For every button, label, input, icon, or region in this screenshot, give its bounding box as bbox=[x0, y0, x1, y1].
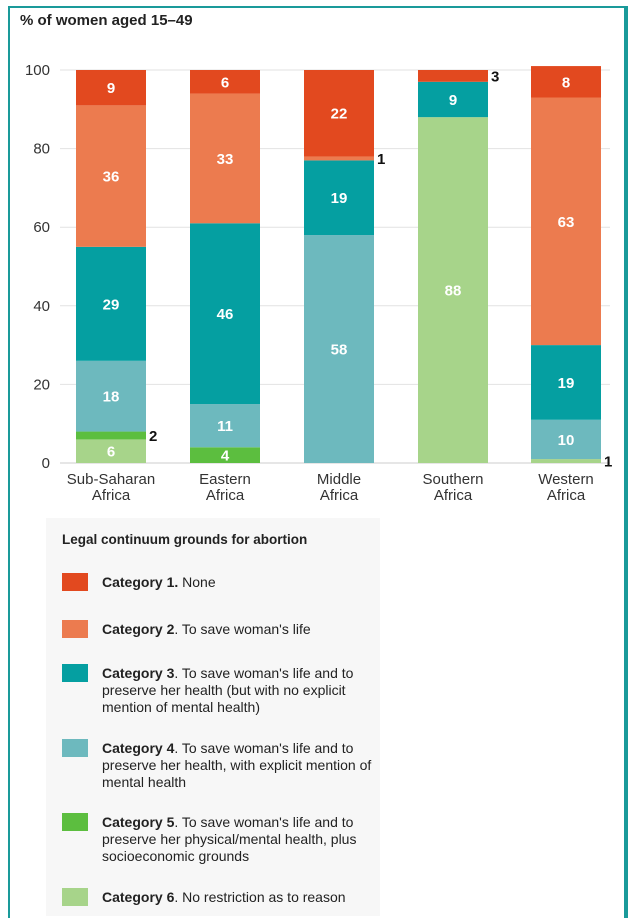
legend-item-name: Category 5 bbox=[102, 814, 175, 830]
data-label: 8 bbox=[562, 74, 570, 91]
data-label: 2 bbox=[149, 428, 157, 445]
data-label: 19 bbox=[331, 190, 348, 207]
data-label: 6 bbox=[107, 444, 115, 461]
y-tick-label: 100 bbox=[25, 62, 50, 79]
bar-segment bbox=[531, 66, 601, 98]
data-label: 33 bbox=[217, 151, 234, 168]
legend-swatch bbox=[62, 620, 88, 638]
legend-item-desc: . To save woman's life bbox=[174, 621, 311, 637]
y-tick-label: 60 bbox=[33, 219, 50, 236]
bar-segment bbox=[190, 70, 260, 94]
y-tick-label: 80 bbox=[33, 141, 50, 158]
data-label: 3 bbox=[491, 68, 499, 85]
data-label: 11 bbox=[217, 418, 233, 435]
x-tick-label: Africa bbox=[547, 487, 586, 504]
legend-item-name: Category 4 bbox=[102, 740, 175, 756]
legend-item-name: Category 1. bbox=[102, 574, 179, 590]
legend-item-desc: None bbox=[178, 574, 216, 590]
legend-item-name: Category 2 bbox=[102, 621, 175, 637]
bar-segment bbox=[304, 70, 374, 157]
legend-item-desc: . To save woman's life and to preserve h… bbox=[102, 665, 354, 715]
bar-segment bbox=[304, 235, 374, 463]
data-label: 88 bbox=[445, 283, 462, 300]
bar-segment bbox=[190, 223, 260, 405]
legend-item-name: Category 6 bbox=[102, 889, 175, 905]
data-label: 58 bbox=[331, 342, 348, 359]
bar-segment bbox=[304, 156, 374, 161]
x-tick-label: Africa bbox=[434, 487, 473, 504]
data-label: 22 bbox=[331, 106, 348, 123]
stacked-bar-chart: 020406080100621829369Sub-SaharanAfrica41… bbox=[25, 62, 612, 504]
data-label: 29 bbox=[103, 296, 120, 313]
bar-segment bbox=[418, 117, 488, 463]
bar-segment bbox=[190, 447, 260, 463]
bar-segment bbox=[531, 419, 601, 460]
legend-item-name: Category 3 bbox=[102, 665, 175, 681]
x-tick-label: Africa bbox=[320, 487, 359, 504]
legend-swatch bbox=[62, 888, 88, 906]
y-tick-label: 40 bbox=[33, 298, 50, 315]
y-tick-label: 0 bbox=[42, 455, 50, 472]
legend-swatch bbox=[62, 813, 88, 831]
data-label: 6 bbox=[221, 74, 229, 91]
data-label: 36 bbox=[103, 169, 120, 186]
bar-segment bbox=[418, 70, 488, 82]
y-tick-label: 20 bbox=[33, 376, 50, 393]
data-label: 1 bbox=[377, 151, 385, 168]
bar-segment bbox=[76, 105, 146, 247]
y-axis-title: % of women aged 15–49 bbox=[20, 12, 193, 29]
data-label: 4 bbox=[221, 448, 230, 465]
data-label: 19 bbox=[558, 375, 575, 392]
bar-segment bbox=[76, 439, 146, 463]
data-label: 63 bbox=[558, 214, 575, 231]
legend-swatch bbox=[62, 739, 88, 757]
bar-segment bbox=[190, 93, 260, 224]
data-label: 46 bbox=[217, 306, 234, 323]
bar-segment bbox=[190, 404, 260, 448]
data-label: 9 bbox=[449, 92, 457, 109]
data-label: 1 bbox=[604, 454, 612, 471]
legend: Legal continuum grounds for abortion Cat… bbox=[46, 518, 380, 916]
bar-segment bbox=[76, 360, 146, 432]
bar-segment bbox=[418, 81, 488, 118]
bar-segment bbox=[304, 160, 374, 236]
bar-segment bbox=[531, 345, 601, 420]
legend-item-desc: . To save woman's life and to preserve h… bbox=[102, 814, 357, 864]
bar-segment bbox=[76, 246, 146, 361]
legend-title: Legal continuum grounds for abortion bbox=[62, 532, 308, 547]
x-tick-label: Africa bbox=[206, 487, 245, 504]
bar-segment bbox=[531, 459, 601, 463]
legend-item-desc: . No restriction as to reason bbox=[174, 889, 346, 905]
bar-segment bbox=[531, 97, 601, 346]
data-label: 10 bbox=[558, 432, 575, 449]
x-tick-label: Southern bbox=[423, 471, 484, 488]
figure-frame bbox=[8, 6, 628, 918]
x-tick-label: Middle bbox=[317, 471, 361, 488]
legend-item-desc: . To save woman's life and to preserve h… bbox=[102, 740, 372, 790]
bar-segment bbox=[76, 70, 146, 106]
legend-swatch bbox=[62, 664, 88, 682]
x-tick-label: Sub-Saharan bbox=[67, 471, 155, 488]
x-tick-label: Eastern bbox=[199, 471, 251, 488]
x-tick-label: Africa bbox=[92, 487, 131, 504]
data-label: 18 bbox=[103, 389, 120, 406]
bar-segment bbox=[76, 431, 146, 440]
x-tick-label: Western bbox=[538, 471, 594, 488]
data-label: 9 bbox=[107, 80, 115, 97]
legend-swatch bbox=[62, 573, 88, 591]
